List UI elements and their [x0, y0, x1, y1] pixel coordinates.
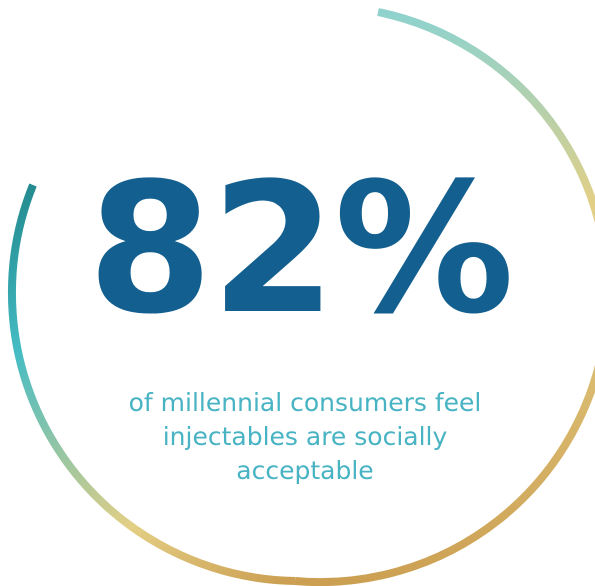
ring-arc-right [294, 8, 595, 586]
ring-arc-left [7, 183, 296, 585]
stat-value: 82% [87, 145, 515, 354]
stat-caption: of millennial consumers feel injectables… [128, 388, 482, 485]
